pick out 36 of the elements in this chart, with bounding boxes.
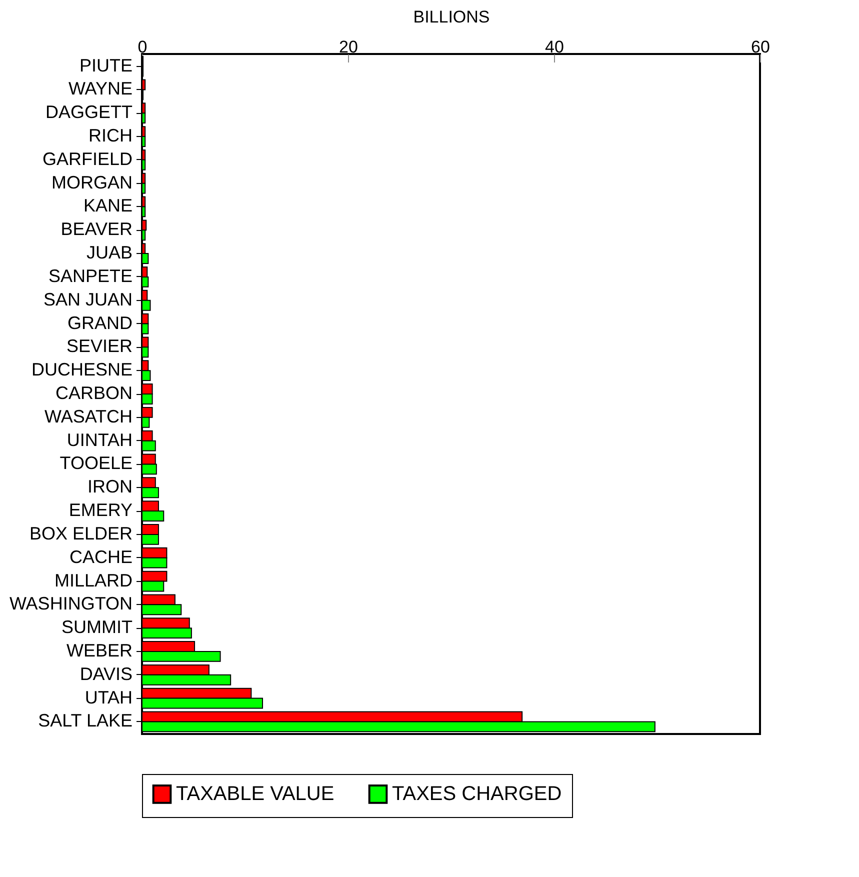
y-tick-label: CACHE — [69, 546, 132, 567]
y-tick-label: GARFIELD — [42, 148, 132, 169]
y-tick-label: WASATCH — [44, 406, 132, 426]
y-tick-label: EMERY — [68, 500, 132, 520]
y-tick-label: MILLARD — [54, 570, 132, 590]
y-tick-label: UTAH — [84, 687, 132, 708]
y-tick-label: TOOELE — [60, 453, 132, 474]
y-tick-label: WEBER — [66, 640, 132, 660]
x-tick-label: 0 — [138, 38, 148, 56]
y-tick-label: DAGGETT — [45, 102, 132, 122]
x-tick-label: 20 — [339, 38, 358, 56]
y-tick-label: WAYNE — [68, 78, 132, 99]
y-tick-label: BEAVER — [60, 219, 132, 240]
y-tick-label: SANPETE — [48, 266, 132, 286]
y-tick-label: SAN JUAN — [43, 289, 132, 310]
legend-label: TAXABLE VALUE — [176, 783, 334, 806]
y-tick-label: WASHINGTON — [9, 594, 132, 614]
y-tick-label: SUMMIT — [62, 617, 132, 638]
y-tick-label: DAVIS — [80, 664, 132, 684]
y-tick-label: MORGAN — [52, 172, 132, 192]
y-tick-label: PIUTE — [79, 55, 132, 76]
y-tick-label: RICH — [88, 126, 132, 146]
y-tick-label: CARBON — [55, 383, 132, 403]
y-tick-label: SALT LAKE — [38, 710, 132, 731]
y-tick-label: GRAND — [67, 312, 132, 333]
x-tick-label: 60 — [751, 38, 770, 56]
y-tick-label: KANE — [83, 196, 132, 216]
y-tick-label: IRON — [88, 476, 132, 497]
y-tick-label: JUAB — [86, 242, 132, 263]
y-tick-label: UINTAH — [66, 430, 132, 450]
legend-label: TAXES CHARGED — [392, 783, 562, 806]
y-tick-label: BOX ELDER — [29, 523, 132, 544]
y-tick-label: DUCHESNE — [31, 360, 132, 380]
x-tick-label: 40 — [545, 38, 564, 56]
y-tick-label: SEVIER — [66, 336, 132, 356]
x-axis-title: BILLIONS — [413, 8, 490, 26]
